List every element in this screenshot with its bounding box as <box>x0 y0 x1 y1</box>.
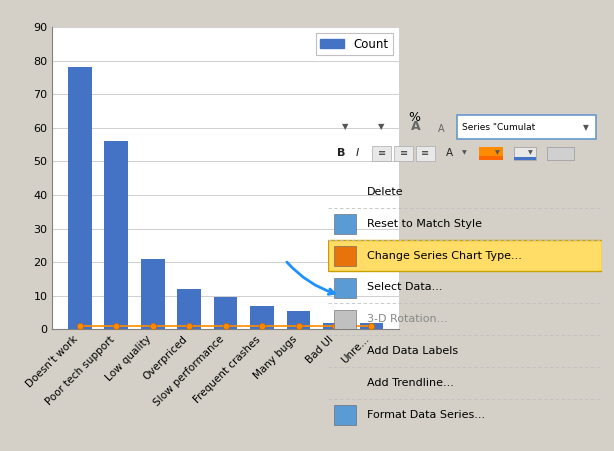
Bar <box>251 306 274 329</box>
Bar <box>479 156 503 161</box>
Bar <box>547 147 575 161</box>
Text: Select Data...: Select Data... <box>367 282 442 292</box>
Text: ▼: ▼ <box>378 122 384 131</box>
Text: Series "Cumulat: Series "Cumulat <box>462 123 535 132</box>
Bar <box>141 259 165 329</box>
Bar <box>334 278 356 298</box>
Text: Format Data Series...: Format Data Series... <box>367 410 485 420</box>
Bar <box>287 311 311 329</box>
Bar <box>372 147 391 161</box>
Bar <box>334 214 356 234</box>
Bar <box>104 141 128 329</box>
Bar <box>515 157 536 161</box>
Text: ≡: ≡ <box>400 148 408 158</box>
Text: Delete: Delete <box>367 187 403 197</box>
Text: %: % <box>408 111 421 124</box>
Bar <box>394 147 413 161</box>
Text: A: A <box>410 120 420 133</box>
Bar <box>416 147 435 161</box>
Bar <box>214 297 238 329</box>
Text: Add Trendline...: Add Trendline... <box>367 378 454 388</box>
Text: 3-D Rotation...: 3-D Rotation... <box>367 314 447 324</box>
Bar <box>68 67 91 329</box>
Text: ≡: ≡ <box>421 148 430 158</box>
Text: ≡: ≡ <box>378 148 386 158</box>
Bar <box>334 405 356 425</box>
Text: A: A <box>446 148 453 158</box>
Text: Add Data Labels: Add Data Labels <box>367 346 458 356</box>
Text: Reset to Match Style: Reset to Match Style <box>367 219 482 229</box>
Text: B: B <box>336 148 345 158</box>
Text: ▼: ▼ <box>342 122 349 131</box>
Bar <box>334 310 356 329</box>
Bar <box>334 246 356 266</box>
Bar <box>360 322 383 329</box>
Text: ▼: ▼ <box>528 151 533 156</box>
Bar <box>328 239 602 272</box>
Text: ▼: ▼ <box>495 151 500 156</box>
Text: ▼: ▼ <box>462 151 467 156</box>
Bar <box>515 147 536 161</box>
Bar <box>457 115 596 139</box>
Text: ▼: ▼ <box>583 123 588 132</box>
Text: A: A <box>438 124 445 134</box>
Text: I: I <box>356 148 359 158</box>
Bar <box>177 289 201 329</box>
Bar <box>323 322 347 329</box>
Text: Change Series Chart Type...: Change Series Chart Type... <box>367 250 522 261</box>
Legend: Count: Count <box>316 33 393 55</box>
Bar <box>479 147 503 161</box>
